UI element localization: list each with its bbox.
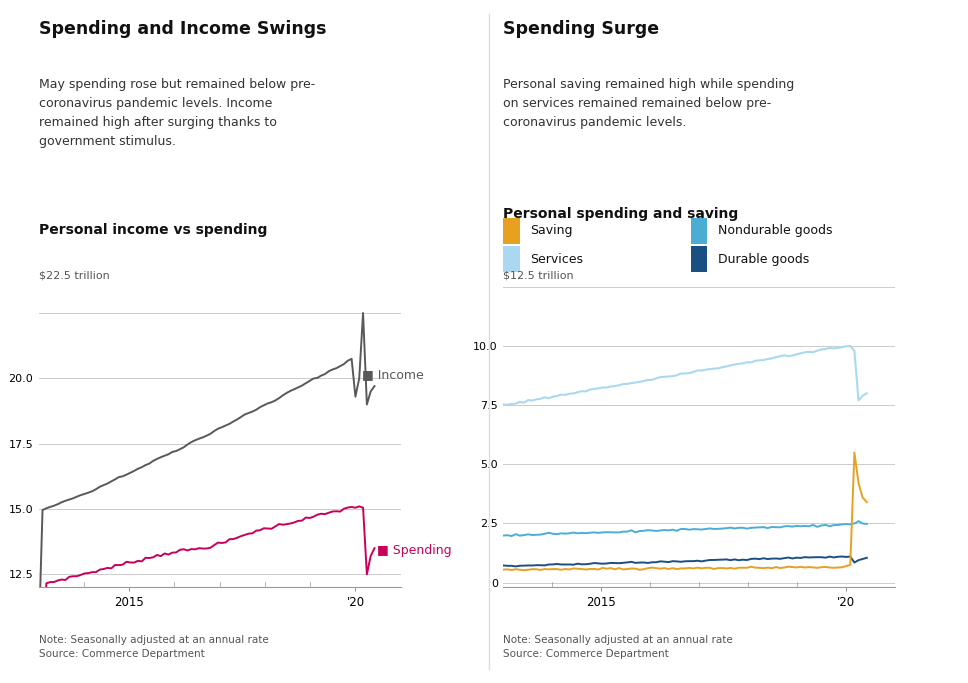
Text: ■ Income: ■ Income bbox=[361, 368, 423, 381]
Text: $22.5 trillion: $22.5 trillion bbox=[39, 271, 109, 281]
Text: Durable goods: Durable goods bbox=[717, 253, 809, 266]
Text: Note: Seasonally adjusted at an annual rate
Source: Commerce Department: Note: Seasonally adjusted at an annual r… bbox=[39, 635, 268, 660]
Text: Personal spending and saving: Personal spending and saving bbox=[503, 208, 739, 221]
FancyBboxPatch shape bbox=[691, 218, 707, 244]
FancyBboxPatch shape bbox=[691, 247, 707, 273]
Text: $12.5 trillion: $12.5 trillion bbox=[503, 271, 574, 281]
Text: Nondurable goods: Nondurable goods bbox=[717, 224, 832, 237]
Text: Spending Surge: Spending Surge bbox=[503, 20, 659, 38]
Text: Personal saving remained high while spending
on services remained remained below: Personal saving remained high while spen… bbox=[503, 78, 795, 128]
Text: Spending and Income Swings: Spending and Income Swings bbox=[39, 20, 326, 38]
Text: Services: Services bbox=[530, 253, 583, 266]
Text: Saving: Saving bbox=[530, 224, 573, 237]
Text: ■ Spending: ■ Spending bbox=[377, 544, 451, 557]
FancyBboxPatch shape bbox=[503, 247, 520, 273]
Text: Note: Seasonally adjusted at an annual rate
Source: Commerce Department: Note: Seasonally adjusted at an annual r… bbox=[503, 635, 733, 660]
Text: May spending rose but remained below pre-
coronavirus pandemic levels. Income
re: May spending rose but remained below pre… bbox=[39, 78, 315, 148]
FancyBboxPatch shape bbox=[503, 218, 520, 244]
Text: Personal income vs spending: Personal income vs spending bbox=[39, 223, 267, 237]
